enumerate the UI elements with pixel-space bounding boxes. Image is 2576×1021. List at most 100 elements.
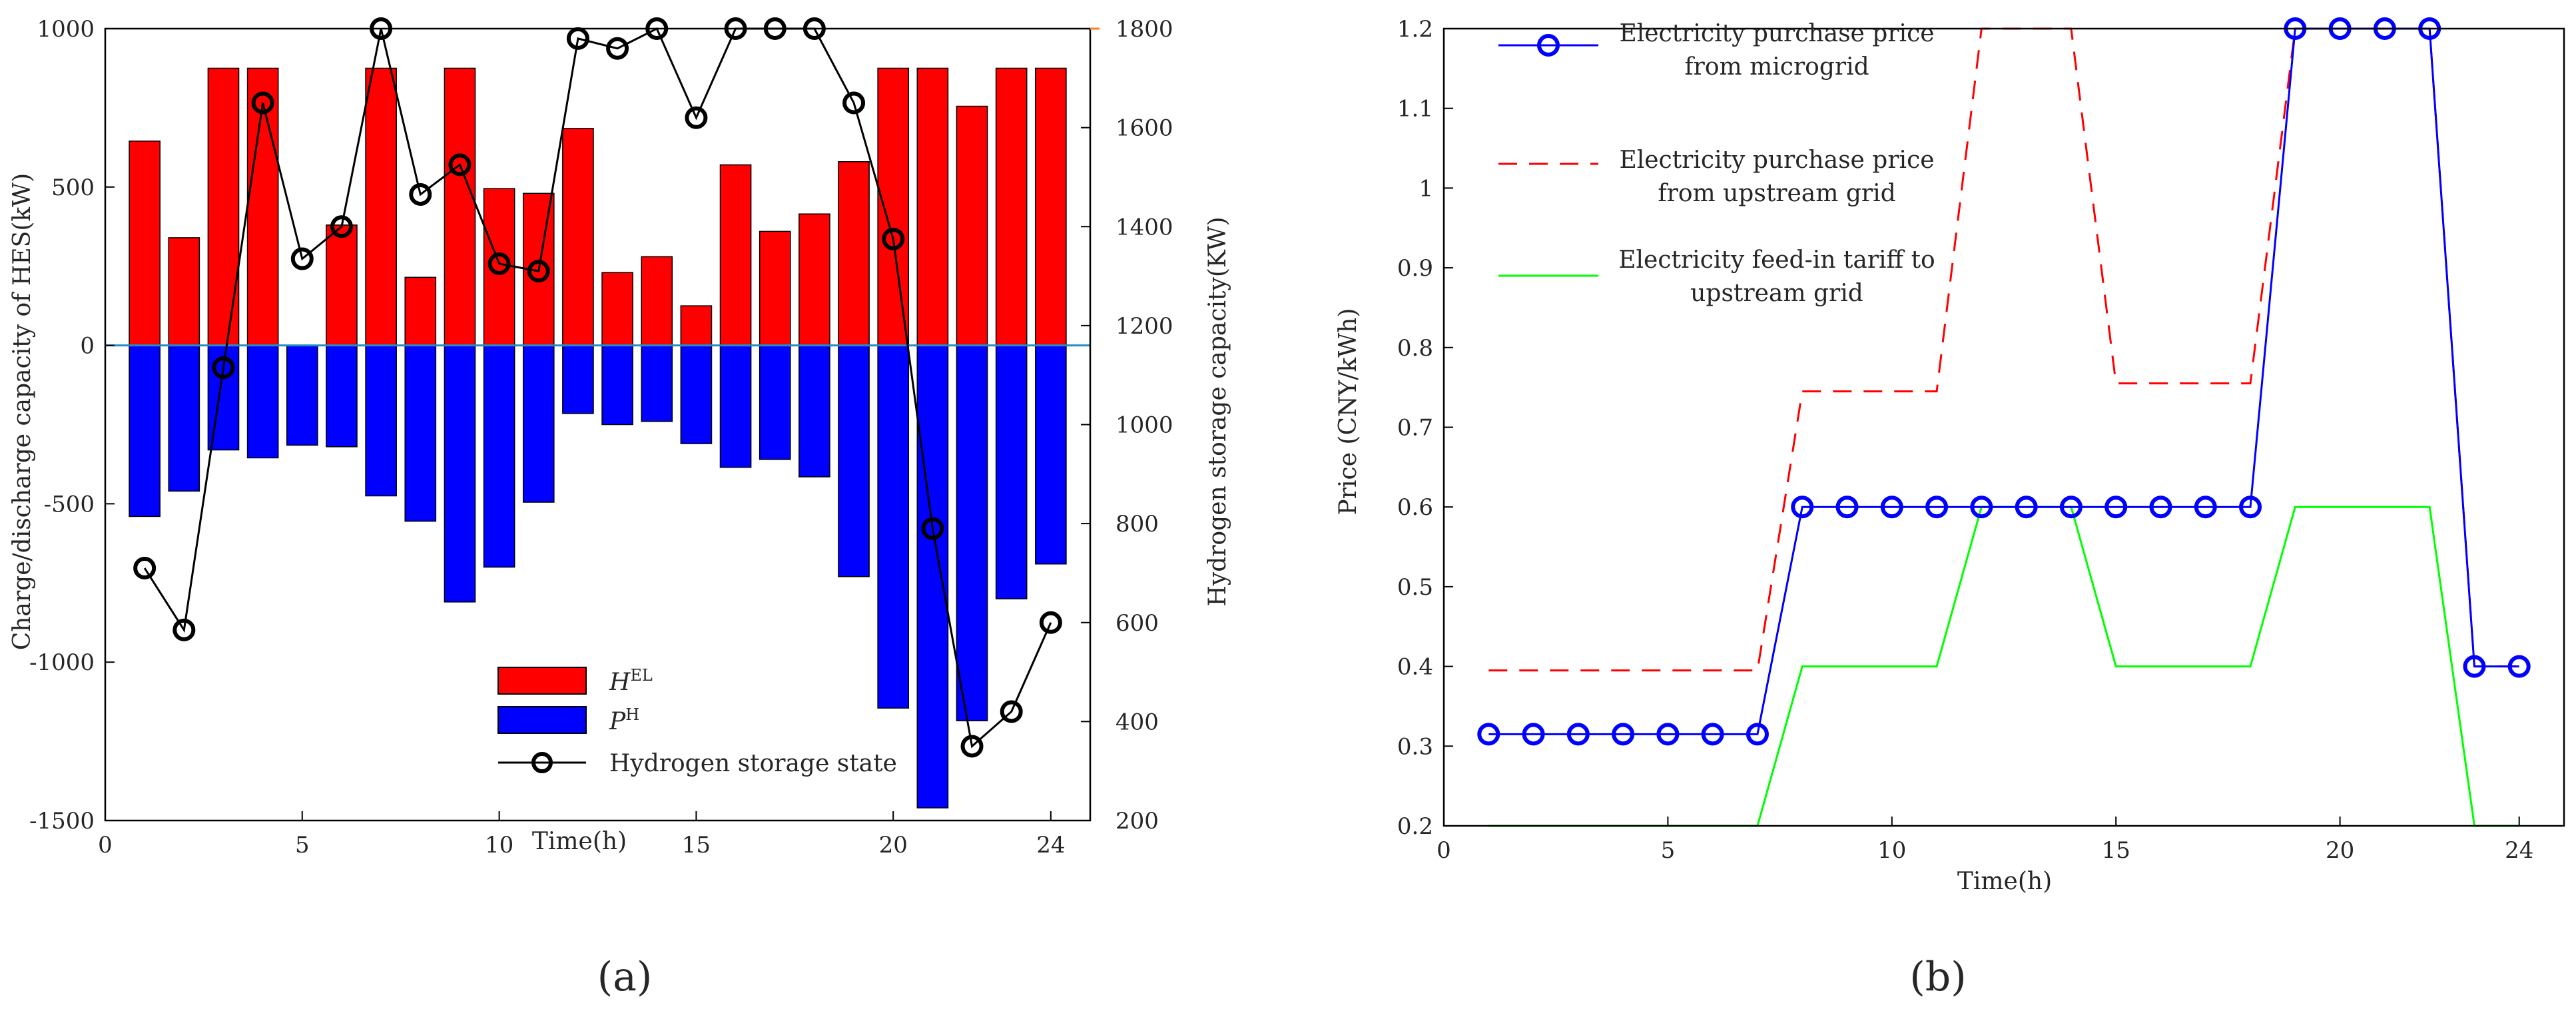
a-hel-bar: [246, 67, 279, 346]
a-storage-point: [842, 91, 866, 115]
a-y2-tick-label: 1200: [1116, 313, 1173, 340]
b-legend-label-upstream-2: from upstream grid: [1658, 180, 1895, 207]
a-y2-axis-label: Hydrogen storage capacity(KW): [1204, 216, 1231, 606]
a-hel-bar: [641, 256, 673, 346]
b-series-line-1: [1488, 27, 2519, 672]
a-ph-bar: [680, 344, 713, 444]
a-hel-bar: [877, 67, 910, 346]
a-storage-point: [882, 227, 905, 250]
a-hel-bar: [719, 164, 752, 346]
b-legend-label-feedin-2: upstream grid: [1690, 280, 1863, 307]
a-storage-point: [290, 247, 314, 270]
b-microgrid-point: [1835, 496, 1859, 519]
a-ph-bar: [838, 344, 870, 577]
b-y-tick-label: 0.7: [1397, 415, 1433, 442]
b-microgrid-point: [1701, 723, 1724, 746]
a-ph-bar: [246, 344, 279, 459]
a-y-tick-label: -1000: [29, 649, 95, 676]
a-ph-bar: [799, 344, 830, 478]
a-x-tick-label: 5: [295, 832, 310, 858]
a-storage-point: [409, 182, 432, 206]
a-ph-bar: [562, 344, 594, 414]
a-y-tick-label: 500: [51, 174, 95, 201]
b-microgrid-point: [1566, 723, 1590, 746]
a-legend-label-hel: HEL: [609, 666, 653, 696]
b-microgrid-point: [1656, 723, 1680, 746]
b-y-ticks: 1.2 1.1 1 0.9 0.8 0.7 0.6 0.5 0.4 0.3 0.2: [1397, 16, 1453, 840]
panel-label-b: (b): [1909, 954, 1966, 1000]
a-hel-bar: [799, 213, 830, 346]
a-ph-bar: [719, 344, 752, 468]
b-microgrid-point: [2239, 496, 2262, 519]
a-y-tick-label: 1000: [37, 16, 95, 43]
b-microgrid-point: [2059, 496, 2083, 519]
a-legend-swatch-hel: [497, 667, 587, 695]
a-ph-bar: [168, 344, 200, 492]
a-x-tick-label: 20: [879, 832, 908, 858]
a-hel-bar: [326, 224, 358, 346]
a-y-tick-label: -500: [44, 491, 95, 517]
a-hydrogen-storage-line: [133, 17, 1062, 758]
a-legend-swatch-ph: [497, 706, 587, 734]
a-y2-tick-label: 600: [1116, 610, 1159, 637]
b-legend: Electricity purchase price from microgri…: [1498, 20, 1935, 307]
a-y2-tick-label: 200: [1116, 808, 1159, 835]
b-microgrid-point: [1925, 496, 1949, 519]
b-microgrid-point: [2507, 655, 2531, 678]
a-x-tick-label: 0: [98, 832, 113, 858]
a-ph-bar: [404, 344, 437, 522]
b-y-tick-label: 0.5: [1397, 574, 1433, 601]
a-ph-bar: [916, 344, 949, 809]
a-ph-bar: [522, 344, 555, 503]
panel-label-a: (a): [597, 954, 653, 1000]
b-y-tick-label: 0.4: [1397, 654, 1433, 681]
b-microgrid-point: [2194, 496, 2217, 519]
a-ph-bar: [759, 344, 791, 460]
b-y-tick-label: 0.8: [1397, 335, 1433, 362]
a-storage-point: [448, 153, 472, 176]
a-x-tick-label: 10: [485, 832, 513, 858]
b-microgrid-point: [2149, 496, 2172, 519]
b-x-tick-label: 0: [1437, 837, 1451, 864]
b-x-tick-label: 24: [2505, 837, 2533, 864]
chart-panel-b: 0 5 10 15 20 24 1.2 1.1 1 0.9 0.8 0.7 0.6 0.5 0.4 0.3 0…: [1335, 16, 2565, 1000]
b-microgrid-point: [1791, 496, 1814, 519]
a-hel-bar: [916, 67, 949, 346]
b-series-line-0: [1488, 27, 2519, 735]
a-hel-bar: [956, 105, 988, 346]
a-y-tick-label: -1500: [29, 808, 95, 835]
a-storage-point: [606, 37, 629, 60]
a-y2-tick-label: 800: [1116, 511, 1159, 537]
a-x-ticks: 0 5 10 15 20 24: [98, 811, 1065, 858]
a-storage-point: [921, 517, 944, 540]
a-legend-label-ph: PH: [609, 705, 639, 735]
a-hel-bar: [680, 305, 713, 346]
a-y-ticks: 1000 500 0 -500 -1000 -1500: [29, 16, 115, 835]
a-storage-point: [803, 17, 826, 40]
a-ph-bar: [641, 344, 673, 422]
a-y-tick-label: 0: [80, 333, 95, 360]
a-legend-hel-sup: EL: [630, 666, 653, 685]
a-ph-bar: [286, 344, 318, 446]
a-y2-tick-label: 1800: [1116, 16, 1173, 43]
a-legend-ph-name: P: [609, 708, 626, 735]
a-storage-point: [172, 618, 196, 641]
b-y-tick-label: 0.3: [1397, 733, 1433, 760]
b-y-tick-label: 0.9: [1397, 255, 1433, 282]
b-microgrid-point: [1612, 723, 1635, 746]
a-storage-point: [724, 17, 747, 40]
a-ph-bar: [129, 344, 161, 517]
a-storage-point: [330, 215, 353, 238]
a-hel-bar: [129, 141, 161, 346]
a-x-axis-label: Time(h): [532, 828, 627, 855]
b-legend-label-microgrid-1: Electricity purchase price: [1619, 20, 1934, 47]
b-microgrid-point: [2104, 496, 2128, 519]
b-microgrid-point: [1477, 723, 1500, 746]
a-storage-point: [685, 106, 708, 129]
b-microgrid-point: [2015, 496, 2038, 519]
a-hel-bar: [562, 128, 594, 346]
b-microgrid-point: [1522, 723, 1545, 746]
a-storage-point: [527, 260, 550, 283]
b-y-tick-label: 0.6: [1397, 494, 1433, 521]
